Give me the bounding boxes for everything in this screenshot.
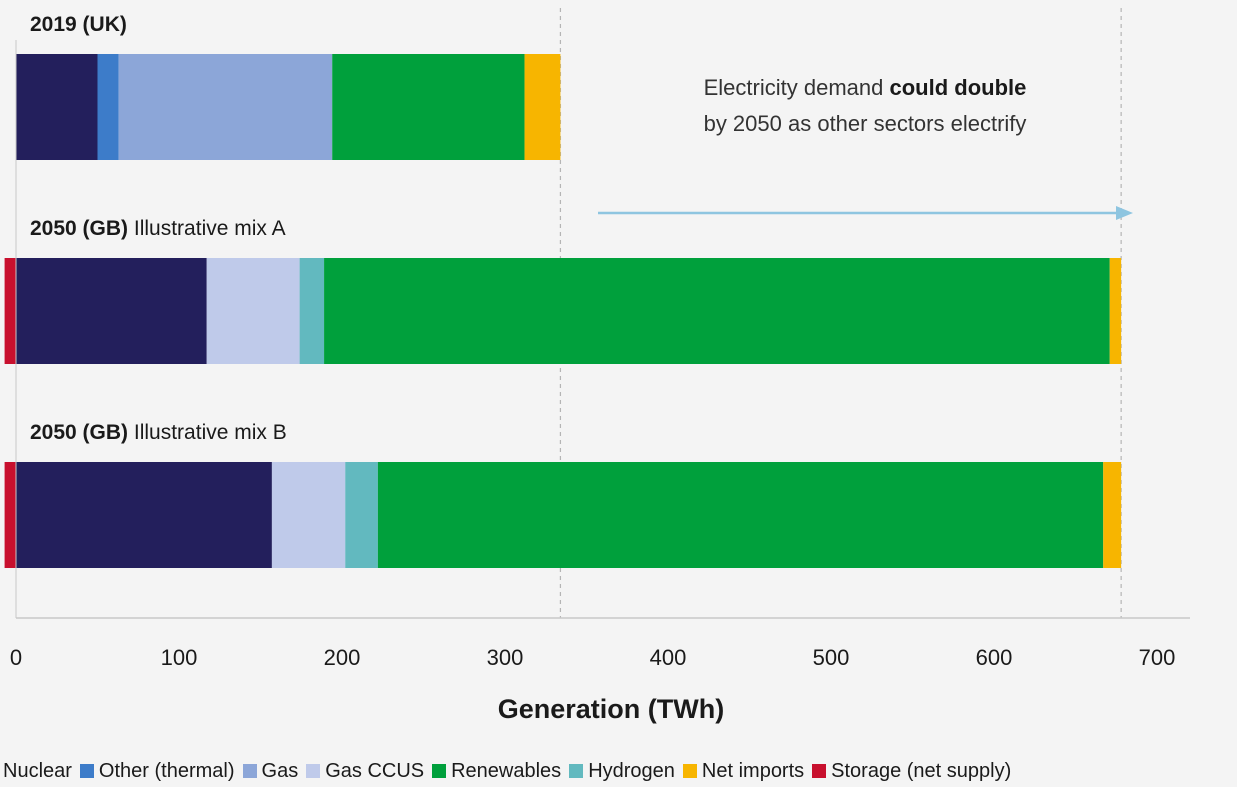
legend-swatch (432, 764, 447, 778)
bar-segment-hydrogen (345, 462, 378, 568)
bar-segment-storage-net-supply (4, 258, 16, 364)
bar-segment-net-imports (1109, 258, 1122, 364)
legend-item-gas: Gas (242, 759, 299, 783)
svg-text:Electricity demand could doubl: Electricity demand could double (704, 75, 1027, 100)
bar-segment-net-imports (524, 54, 561, 160)
bar-segment-nuclear (16, 54, 98, 160)
legend-swatch (569, 764, 584, 778)
bar-segment-hydrogen (299, 258, 325, 364)
x-tick-400: 400 (650, 645, 687, 670)
row-labels: 2019 (UK)2050 (GB) Illustrative mix A205… (30, 13, 287, 444)
bar-segment-nuclear (16, 462, 272, 568)
row-label-2: 2050 (GB) Illustrative mix A (30, 217, 286, 240)
row-label-bold: 2050 (GB) (30, 421, 128, 444)
legend-label: Gas CCUS (325, 759, 425, 782)
legend-item-renewables: Renewables (432, 760, 561, 783)
row-label-1: 2019 (UK) (30, 13, 127, 36)
annotation-bold: could double (889, 75, 1026, 100)
x-tick-300: 300 (487, 645, 524, 670)
annotation-line2: by 2050 as other sectors electrify (704, 111, 1027, 136)
bar-segment-gas-ccus (271, 462, 346, 568)
bar-segment-net-imports (1103, 462, 1122, 568)
bar-row-3 (4, 462, 1122, 568)
x-tick-600: 600 (976, 645, 1013, 670)
legend: Nuclear Other (thermal) Gas Gas CCUS Renewab… (0, 758, 1221, 784)
x-tick-200: 200 (324, 645, 361, 670)
x-tick-700: 700 (1139, 645, 1176, 670)
bar-segment-renewables (377, 462, 1104, 568)
row-label-bold: 2050 (GB) (30, 217, 128, 240)
legend-label: Gas (261, 759, 299, 782)
legend-swatch (812, 764, 827, 778)
x-tick-100: 100 (161, 645, 198, 670)
annotation-line1: Electricity demand (704, 75, 890, 100)
legend-item-net-imports: Net imports (682, 759, 805, 783)
x-tick-0: 0 (10, 645, 22, 670)
row-label-3: 2050 (GB) Illustrative mix B (30, 421, 287, 444)
bar-row-1 (16, 54, 561, 160)
row-label-text: Illustrative mix A (128, 217, 286, 240)
demand-arrow-head (1116, 206, 1133, 220)
legend-swatch (242, 764, 257, 778)
legend-item-nuclear: Nuclear (0, 760, 72, 783)
row-label-bold: 2019 (UK) (30, 13, 127, 36)
legend-label: Storage (net supply) (831, 759, 1012, 782)
stacked-bars (4, 54, 1122, 568)
legend-label: Other (thermal) (98, 759, 235, 782)
legend-swatch (306, 764, 321, 778)
bar-segment-nuclear (16, 258, 207, 364)
bar-segment-gas-ccus (206, 258, 300, 364)
legend-label: Nuclear (3, 759, 72, 782)
bar-row-2 (4, 258, 1122, 364)
bar-segment-renewables (324, 258, 1110, 364)
x-tick-500: 500 (813, 645, 850, 670)
bar-segment-gas (118, 54, 333, 160)
legend-item-hydrogen: Hydrogen (569, 760, 675, 783)
legend-item-storage-net-supply: Storage (net supply) (812, 760, 1011, 783)
x-axis-title: Generation (TWh) (498, 694, 724, 724)
legend-label: Net imports (701, 759, 805, 782)
bar-segment-storage-net-supply (4, 462, 16, 568)
legend-swatch (79, 764, 94, 778)
x-tick-labels: 0 100 200 300 400 500 600 700 (10, 645, 1175, 670)
legend-label: Hydrogen (588, 759, 675, 782)
legend-label: Renewables (451, 759, 562, 782)
row-label-text: Illustrative mix B (128, 421, 287, 444)
bar-segment-other-thermal (97, 54, 119, 160)
legend-item-gas-ccus: Gas CCUS (306, 760, 424, 783)
bar-segment-renewables (332, 54, 525, 160)
legend-item-other-thermal: Other (thermal) (79, 759, 235, 783)
legend-swatch (682, 764, 697, 778)
demand-annotation: Electricity demand could double by 2050 … (598, 75, 1133, 220)
